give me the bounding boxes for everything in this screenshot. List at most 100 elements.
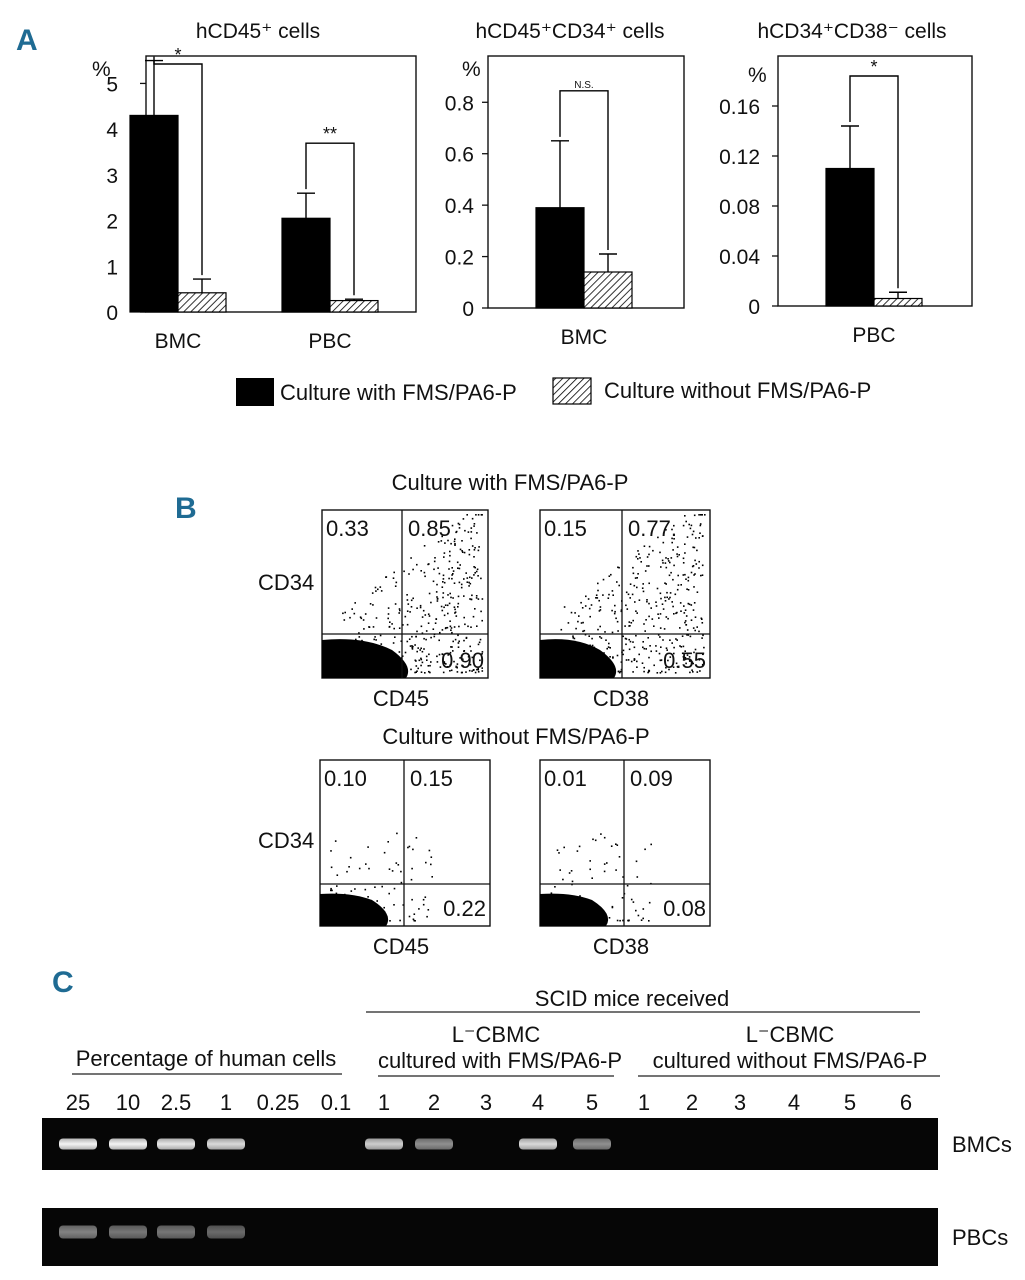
- flow-event-dot: [387, 658, 389, 660]
- flow-event-dot: [448, 602, 451, 605]
- flow-event-dot: [410, 606, 413, 608]
- flow-event-dot: [694, 629, 696, 632]
- flow-event-dot: [687, 634, 690, 636]
- flow-event-dot: [701, 564, 704, 567]
- flow-event-dot: [381, 885, 383, 888]
- flow-event-dot: [440, 540, 443, 542]
- flow-event-dot: [584, 662, 587, 664]
- flow-event-dot: [364, 613, 367, 615]
- flow-event-dot: [625, 591, 628, 594]
- flow-event-dot: [358, 632, 360, 634]
- flow-event-dot: [367, 846, 369, 848]
- flow-event-dot: [589, 919, 592, 922]
- flow-event-dot: [463, 595, 465, 597]
- flow-event-dot: [637, 550, 639, 552]
- flow-event-dot: [441, 629, 444, 631]
- y-tick-label: 0: [462, 298, 474, 321]
- flow-event-dot: [470, 650, 472, 652]
- gel-row-label: PBCs: [952, 1225, 1008, 1250]
- flow-event-dot: [336, 885, 338, 887]
- flow-event-dot: [696, 626, 698, 628]
- y-tick-label: 3: [106, 165, 118, 188]
- flow-event-dot: [426, 915, 428, 918]
- flow-event-dot: [676, 639, 678, 641]
- flow-event-dot: [556, 849, 559, 851]
- flow-event-dot: [646, 600, 648, 603]
- flow-event-dot: [434, 622, 437, 624]
- flow-event-dot: [412, 597, 414, 600]
- gel-lane-label: 25: [66, 1090, 90, 1115]
- flow-event-dot: [624, 625, 626, 627]
- flow-dense-population: [320, 893, 389, 926]
- flow-event-dot: [702, 634, 704, 637]
- flow-event-dot: [460, 586, 463, 589]
- flow-quadrant-ul: 0.15: [544, 516, 587, 541]
- flow-event-dot: [401, 655, 404, 657]
- flow-event-dot: [399, 919, 401, 922]
- flow-event-dot: [338, 907, 340, 909]
- flow-event-dot: [428, 592, 431, 595]
- flow-event-dot: [428, 849, 431, 852]
- flow-event-dot: [664, 600, 667, 602]
- flow-event-dot: [665, 529, 667, 531]
- flow-event-dot: [558, 918, 561, 921]
- flow-event-dot: [477, 643, 480, 646]
- flow-quadrant-ur: 0.09: [630, 766, 673, 791]
- flow-event-dot: [421, 661, 424, 664]
- flow-event-dot: [398, 651, 401, 653]
- flow-event-dot: [593, 646, 596, 649]
- flow-event-dot: [603, 659, 606, 661]
- flow-event-dot: [680, 646, 683, 648]
- flow-event-dot: [653, 664, 655, 667]
- flow-event-dot: [570, 906, 572, 909]
- flow-event-dot: [470, 626, 472, 628]
- flow-event-dot: [330, 850, 332, 852]
- flow-event-dot: [442, 671, 445, 674]
- flow-event-dot: [442, 592, 445, 594]
- flow-event-dot: [620, 610, 623, 613]
- flow-event-dot: [620, 670, 622, 673]
- flow-event-dot: [550, 892, 553, 894]
- flow-event-dot: [346, 663, 348, 666]
- flow-event-dot: [332, 918, 334, 921]
- flow-event-dot: [406, 599, 409, 601]
- flow-event-dot: [359, 646, 362, 648]
- flow-x-label: CD38: [593, 686, 649, 711]
- flow-event-dot: [588, 660, 590, 663]
- flow-event-dot: [648, 602, 650, 605]
- flow-event-dot: [393, 627, 395, 630]
- chart-frame: [777, 55, 973, 307]
- y-tick-label: 0: [106, 302, 118, 325]
- flow-event-dot: [648, 565, 650, 567]
- flow-event-dot: [370, 655, 373, 657]
- flow-event-dot: [562, 656, 565, 659]
- flow-event-dot: [412, 568, 414, 571]
- y-axis-label: %: [92, 58, 111, 81]
- flow-event-dot: [694, 648, 697, 651]
- gel-lane-label: 0.1: [321, 1090, 352, 1115]
- flow-event-dot: [693, 574, 695, 576]
- flow-event-dot: [387, 841, 389, 843]
- flow-event-dot: [685, 520, 687, 523]
- flow-event-dot: [646, 556, 649, 558]
- flow-event-dot: [399, 609, 401, 612]
- flow-event-dot: [643, 670, 645, 673]
- flow-event-dot: [662, 608, 665, 610]
- flow-event-dot: [346, 870, 348, 873]
- flow-event-dot: [691, 661, 694, 663]
- flow-event-dot: [423, 571, 426, 574]
- flow-event-dot: [581, 652, 584, 654]
- flow-event-dot: [469, 576, 471, 579]
- flow-event-dot: [700, 617, 703, 620]
- gel-band: [157, 1225, 195, 1239]
- flow-event-dot: [393, 887, 396, 890]
- flow-event-dot: [579, 895, 581, 897]
- flow-event-dot: [424, 614, 427, 616]
- flow-event-dot: [416, 563, 418, 566]
- flow-event-dot: [703, 646, 705, 649]
- flow-event-dot: [636, 586, 638, 589]
- flow-event-dot: [575, 627, 577, 630]
- flow-event-dot: [587, 667, 589, 670]
- flow-event-dot: [583, 629, 586, 632]
- flow-event-dot: [398, 612, 400, 614]
